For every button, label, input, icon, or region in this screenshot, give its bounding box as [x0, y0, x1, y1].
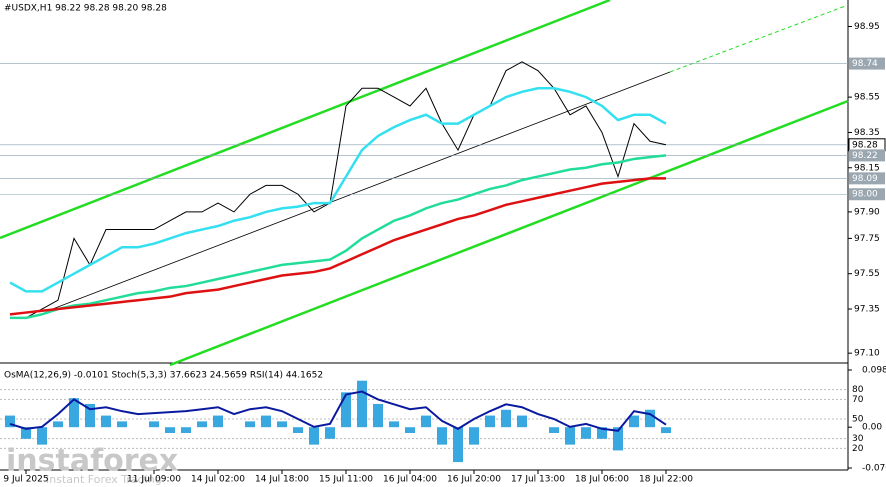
series-line: [9, 177, 666, 316]
histogram-bar: [661, 427, 671, 434]
histogram-bar: [277, 421, 287, 428]
x-tick-label: 18 Jul 06:00: [575, 475, 629, 485]
x-tick-label: 15 Jul 11:00: [319, 475, 373, 485]
histogram-bar: [213, 415, 223, 428]
y-tick-label: 98.55: [854, 93, 880, 103]
histogram-bar: [645, 409, 655, 428]
level-box: [849, 57, 885, 70]
y-tick-label: 98.35: [854, 128, 880, 138]
histogram-bar: [245, 421, 255, 428]
y-tick-label: -0.0702: [862, 464, 886, 474]
histogram-bar: [517, 415, 527, 428]
indicator-line: [9, 390, 667, 432]
histogram-bar: [581, 427, 591, 439]
series-line: [9, 87, 667, 293]
histogram-bar: [261, 415, 271, 428]
y2-tick-label: 30: [852, 434, 864, 444]
x-tick-label: 16 Jul 20:00: [447, 475, 501, 485]
x-tick-label: 14 Jul 18:00: [255, 475, 309, 485]
histogram-bar: [341, 392, 351, 428]
histogram-bar: [501, 409, 511, 428]
histogram-bar: [53, 421, 63, 428]
y-tick-label: 97.55: [854, 269, 880, 279]
histogram-bar: [453, 427, 463, 463]
trend-line: [49, 71, 671, 311]
histogram-bar: [101, 415, 111, 428]
histogram-bar: [485, 415, 495, 428]
level-label: 98.22: [852, 151, 878, 161]
indicator-header: OsMA(12,26,9) -0.0101 Stoch(5,3,3) 37.66…: [4, 371, 323, 381]
histogram-bar: [437, 427, 447, 445]
x-tick-label: 14 Jul 02:00: [191, 475, 245, 485]
y-tick-label: 97.10: [854, 349, 880, 359]
histogram-bar: [181, 427, 191, 434]
histogram-bar: [293, 427, 303, 434]
watermark-tagline: Instant Forex Trading: [46, 473, 162, 486]
y-tick-label: 98.15: [854, 163, 880, 173]
x-tick-label: 11 Jul 09:00: [127, 475, 181, 485]
histogram-bar: [373, 403, 383, 428]
level-box: [849, 149, 885, 162]
histogram-bar: [389, 421, 399, 428]
level-label: 98.09: [852, 174, 878, 184]
y-tick-label: 97.35: [854, 305, 880, 315]
y2-tick-label: 80: [852, 385, 864, 395]
y-tick-label: 97.75: [854, 234, 880, 244]
level-label: 98.28: [852, 140, 878, 150]
x-tick-label: 17 Jul 13:00: [511, 475, 565, 485]
series-line: [10, 61, 667, 319]
histogram-bar: [85, 403, 95, 428]
x-tick-label: 16 Jul 04:00: [383, 475, 437, 485]
y-tick-label: 0.0984: [862, 366, 886, 376]
histogram-bar: [405, 427, 415, 434]
x-tick-label: 18 Jul 22:00: [639, 475, 693, 485]
level-box: [849, 172, 885, 185]
histogram-bar: [597, 427, 607, 439]
histogram-bar: [37, 427, 47, 445]
histogram-bar: [69, 398, 79, 428]
level-box: [849, 188, 885, 201]
histogram-bar: [325, 427, 335, 439]
level-label: 98.00: [852, 190, 878, 200]
y2-tick-label: 70: [852, 395, 864, 405]
histogram-bar: [309, 427, 319, 445]
histogram-bar: [629, 415, 639, 428]
histogram-bar: [469, 427, 479, 445]
y-tick-label: 98.95: [854, 22, 880, 32]
y2-tick-label: 50: [852, 415, 864, 425]
histogram-bar: [197, 421, 207, 428]
histogram-bar: [117, 421, 127, 428]
y2-tick-label: 20: [852, 444, 864, 454]
histogram-bar: [421, 415, 431, 428]
histogram-bar: [149, 421, 159, 428]
histogram-bar: [5, 415, 15, 428]
y-tick-label: 0.00: [862, 423, 882, 433]
series-line: [10, 154, 667, 320]
histogram-bar: [613, 427, 623, 451]
trend-extension: [669, 4, 849, 73]
watermark-brand: instaforex: [6, 444, 178, 479]
histogram-bar: [165, 427, 175, 434]
histogram-bar: [21, 427, 31, 439]
channel-upper: [0, 0, 611, 240]
histogram-bar: [549, 427, 559, 434]
histogram-bar: [357, 380, 367, 428]
histogram-bar: [565, 427, 575, 445]
x-tick-label: 9 Jul 2025: [3, 475, 48, 485]
symbol-header: #USDX,H1 98.22 98.28 98.20 98.28: [4, 4, 167, 14]
y-tick-label: 97.90: [854, 207, 880, 217]
level-label: 98.74: [852, 59, 878, 69]
